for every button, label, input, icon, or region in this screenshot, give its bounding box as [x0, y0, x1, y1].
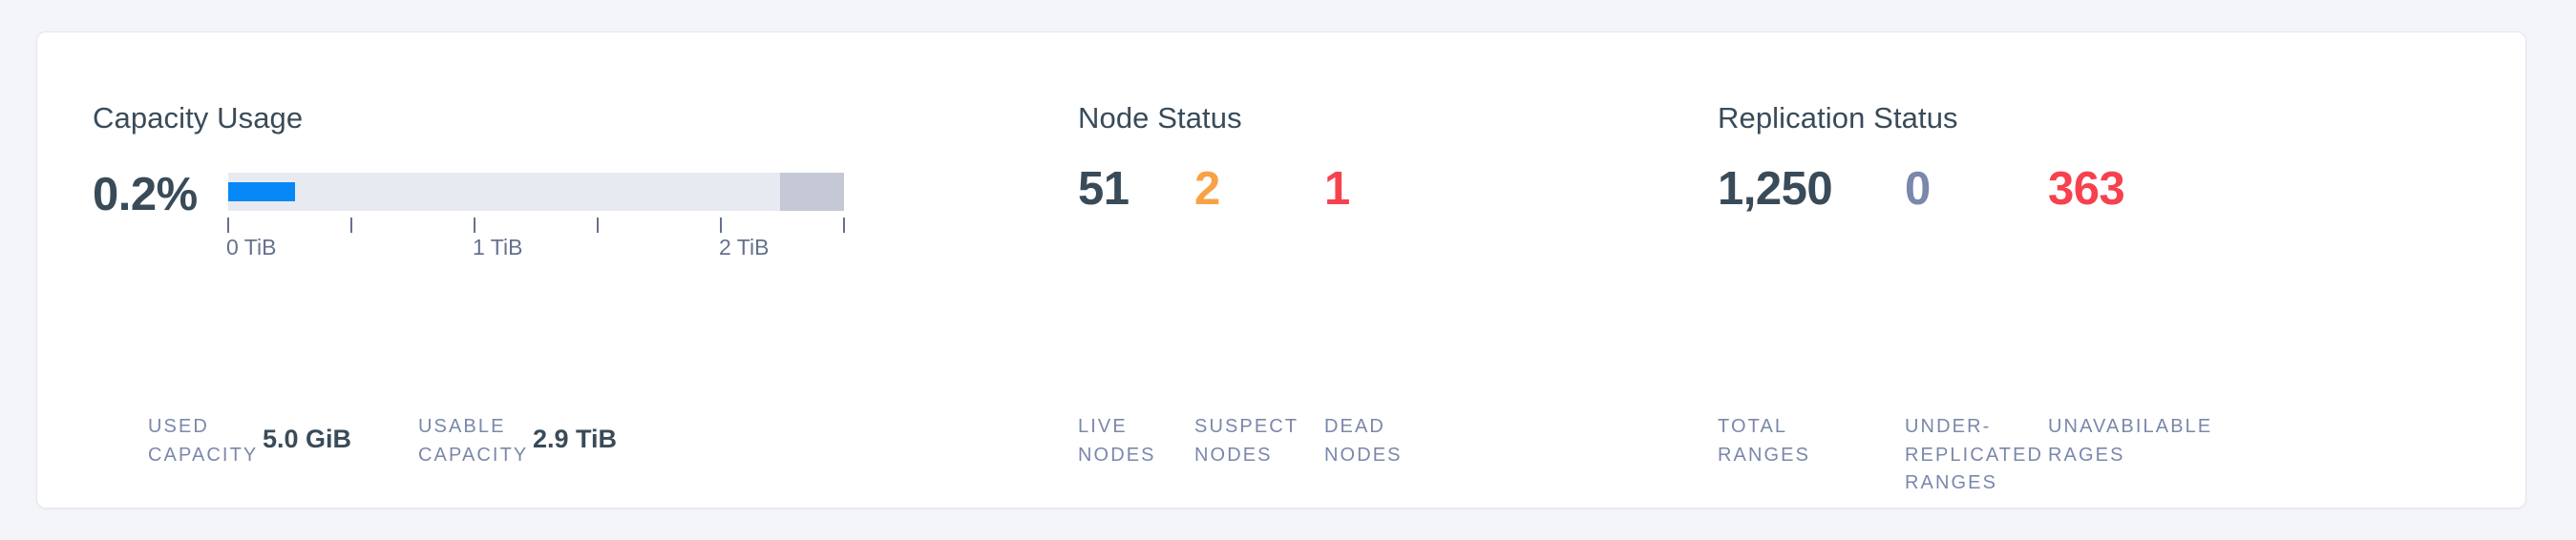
- metric-unavailable-ranges-label: Unavabilable Rages: [2048, 416, 2213, 466]
- metric-total-ranges-value: 1,250: [1718, 163, 1833, 215]
- axis-tick: [720, 218, 722, 233]
- metric-under-replicated-ranges-label: Under- Replicated Ranges: [1905, 416, 2044, 494]
- node-status-section: Node Status 51 Live Nodes 2 Suspect Node…: [1078, 32, 1689, 508]
- metric-suspect-nodes-value: 2: [1194, 163, 1220, 215]
- metric-total-ranges-label: Total Ranges: [1718, 416, 1811, 466]
- capacity-usage-title: Capacity Usage: [93, 101, 304, 135]
- metric-dead-nodes-value: 1: [1324, 163, 1350, 215]
- axis-tick: [597, 218, 599, 233]
- axis-tick-label: 1 TiB: [473, 235, 523, 260]
- replication-status-section: Replication Status 1,250 Total Ranges 0 …: [1718, 32, 2481, 508]
- capacity-axis-labels: 0 TiB 1 TiB 2 TiB: [226, 235, 844, 260]
- stat-usable-capacity-label: Usable Capacity: [418, 416, 529, 466]
- replication-status-title: Replication Status: [1718, 101, 1958, 135]
- axis-tick: [350, 218, 352, 233]
- capacity-bar-unusable-region: [779, 173, 844, 211]
- axis-tick-label: 2 TiB: [719, 235, 770, 260]
- stat-used-capacity: Used Capacity 5.0 GiB: [148, 413, 351, 469]
- stat-used-capacity-label: Used Capacity: [148, 416, 259, 466]
- capacity-bar-track: [228, 173, 844, 211]
- cluster-overview-card: Capacity Usage 0.2% 0 TiB 1 TiB 2 TiB Used…: [36, 31, 2526, 509]
- capacity-usage-percent: 0.2%: [93, 169, 198, 220]
- metric-suspect-nodes-label: Suspect Nodes: [1194, 416, 1299, 466]
- capacity-axis-ticks: [227, 218, 845, 233]
- metric-dead-nodes-label: Dead Nodes: [1324, 416, 1403, 466]
- stat-usable-capacity: Usable Capacity 2.9 TiB: [418, 413, 617, 469]
- axis-tick: [843, 218, 845, 233]
- axis-tick-label: 0 TiB: [226, 235, 277, 260]
- metric-live-nodes-label: Live Nodes: [1078, 416, 1156, 466]
- metric-under-replicated-ranges-value: 0: [1905, 163, 1931, 215]
- axis-tick: [227, 218, 229, 233]
- capacity-bar-used-fill: [228, 182, 296, 201]
- stat-usable-capacity-value: 2.9 TiB: [533, 425, 618, 453]
- stat-used-capacity-value: 5.0 GiB: [263, 425, 352, 453]
- metric-unavailable-ranges-value: 363: [2048, 163, 2125, 215]
- metric-live-nodes-value: 51: [1078, 163, 1130, 215]
- axis-tick: [474, 218, 475, 233]
- capacity-usage-bar-chart: 0 TiB 1 TiB 2 TiB: [226, 173, 845, 260]
- capacity-usage-section: Capacity Usage 0.2% 0 TiB 1 TiB 2 TiB Used…: [93, 32, 1057, 508]
- node-status-title: Node Status: [1078, 101, 1242, 135]
